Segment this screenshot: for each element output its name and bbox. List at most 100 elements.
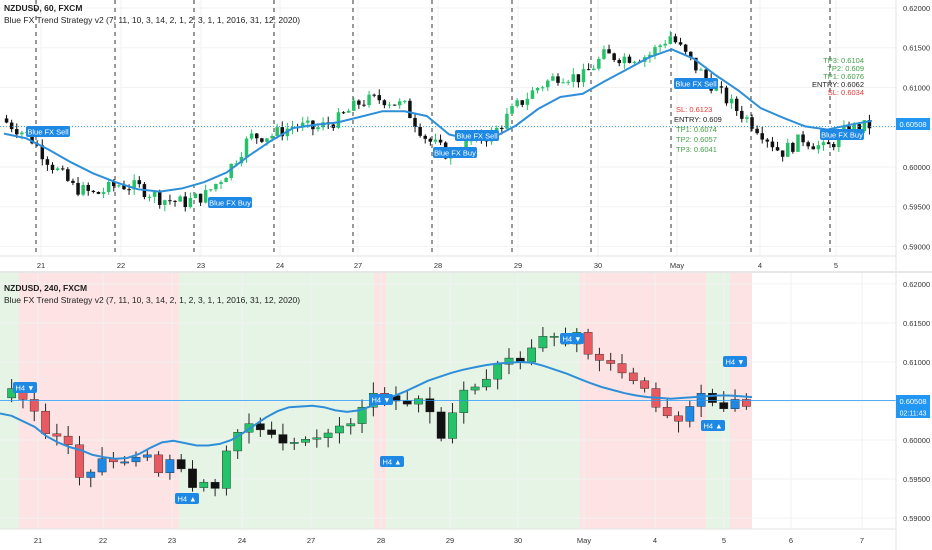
candle-body[interactable] <box>397 101 402 106</box>
candle-body[interactable] <box>382 100 387 106</box>
candle-body[interactable] <box>147 196 152 198</box>
candle-body[interactable] <box>244 138 249 157</box>
candle-body[interactable] <box>674 415 683 422</box>
candle-body[interactable] <box>538 336 548 349</box>
candle-body[interactable] <box>117 185 121 187</box>
candle-body[interactable] <box>673 36 678 43</box>
top-pane-candles[interactable] <box>4 30 872 212</box>
h4-buy-label[interactable]: H4 ▲ <box>175 493 199 504</box>
candle-body[interactable] <box>696 392 706 407</box>
candle-body[interactable] <box>20 132 24 135</box>
candle-body[interactable] <box>632 61 637 63</box>
bottom-time-axis[interactable]: 21 22 23 24 27 28 29 30 May 4 5 6 7 <box>34 536 864 545</box>
candle-body[interactable] <box>602 49 606 59</box>
candle-body[interactable] <box>699 69 703 71</box>
candle-body[interactable] <box>745 117 749 119</box>
candle-body[interactable] <box>622 56 627 64</box>
candle-body[interactable] <box>278 434 288 444</box>
candle-body[interactable] <box>132 180 136 190</box>
candle-body[interactable] <box>188 197 193 208</box>
candle-body[interactable] <box>101 192 106 194</box>
candle-body[interactable] <box>63 435 73 445</box>
candle-body[interactable] <box>831 144 836 148</box>
bottom-price-badge[interactable]: 0.60508 <box>896 395 930 407</box>
candle-body[interactable] <box>4 118 9 123</box>
candle-body[interactable] <box>520 100 524 105</box>
candle-body[interactable] <box>81 185 85 195</box>
candle-body[interactable] <box>586 69 591 71</box>
candle-body[interactable] <box>459 389 469 413</box>
candle-body[interactable] <box>423 135 427 139</box>
candle-body[interactable] <box>606 360 616 364</box>
candle-body[interactable] <box>341 112 346 114</box>
candle-body[interactable] <box>222 450 231 489</box>
candle-body[interactable] <box>678 42 683 45</box>
candle-body[interactable] <box>505 113 509 129</box>
candle-body[interactable] <box>193 193 198 198</box>
candle-body[interactable] <box>436 411 446 439</box>
candle-body[interactable] <box>413 118 417 127</box>
candle-body[interactable] <box>372 94 376 96</box>
candle-body[interactable] <box>229 163 233 178</box>
candle-body[interactable] <box>504 357 514 365</box>
candle-body[interactable] <box>464 140 468 153</box>
h4-sell-label[interactable]: H4 ▼ <box>13 382 37 393</box>
candle-body[interactable] <box>612 53 616 61</box>
candle-body[interactable] <box>530 90 535 99</box>
candle-body[interactable] <box>112 181 116 187</box>
candle-body[interactable] <box>535 87 540 91</box>
candle-body[interactable] <box>122 185 126 190</box>
candle-body[interactable] <box>152 191 157 197</box>
h4-sell-label[interactable]: H4 ▼ <box>723 356 747 367</box>
candle-body[interactable] <box>493 364 503 380</box>
candle-body[interactable] <box>392 104 397 106</box>
candle-body[interactable] <box>234 163 239 165</box>
candle-body[interactable] <box>628 372 638 381</box>
candle-body[interactable] <box>597 58 601 69</box>
top-price-badge[interactable]: 0.60508 <box>896 118 930 130</box>
candle-body[interactable] <box>209 189 213 191</box>
top-pane-symbol[interactable]: NZDUSD, 60, FXCM <box>4 3 82 13</box>
candle-body[interactable] <box>470 386 480 391</box>
candle-body[interactable] <box>275 127 279 137</box>
candle-body[interactable] <box>55 168 60 170</box>
candle-body[interactable] <box>52 433 62 437</box>
candle-body[interactable] <box>154 454 163 474</box>
candle-body[interactable] <box>786 142 790 157</box>
candle-body[interactable] <box>408 100 412 119</box>
candle-body[interactable] <box>617 363 627 374</box>
candle-body[interactable] <box>106 181 111 193</box>
candle-body[interactable] <box>96 191 101 194</box>
candle-body[interactable] <box>801 134 805 143</box>
candle-body[interactable] <box>740 110 744 119</box>
h4-buy-label[interactable]: H4 ▲ <box>701 420 725 431</box>
candle-body[interactable] <box>525 98 530 105</box>
candle-body[interactable] <box>576 74 581 83</box>
candle-body[interactable] <box>719 402 729 410</box>
candle-body[interactable] <box>546 80 550 88</box>
candle-body[interactable] <box>183 196 188 208</box>
candle-body[interactable] <box>551 76 555 81</box>
candle-body[interactable] <box>280 127 285 137</box>
candle-body[interactable] <box>120 461 130 464</box>
candle-body[interactable] <box>425 398 435 413</box>
candle-body[interactable] <box>791 142 795 152</box>
candle-body[interactable] <box>387 104 392 106</box>
candle-body[interactable] <box>357 100 361 105</box>
top-pane-indicator-name[interactable]: Blue FX Trend Strategy v2 (7, 11, 10, 3,… <box>4 15 300 25</box>
candle-body[interactable] <box>178 196 182 202</box>
top-time-axis[interactable]: 21 22 23 24 27 28 29 30 May 4 5 <box>37 261 838 270</box>
candle-body[interactable] <box>821 142 826 146</box>
candle-body[interactable] <box>862 120 867 132</box>
candle-body[interactable] <box>346 110 351 113</box>
candle-body[interactable] <box>203 190 208 203</box>
bottom-pane-indicator-name[interactable]: Blue FX Trend Strategy v2 (7, 11, 10, 3,… <box>4 295 300 305</box>
candle-body[interactable] <box>770 141 775 148</box>
candle-body[interactable] <box>75 444 84 478</box>
candle-body[interactable] <box>312 437 322 440</box>
h4-buy-label[interactable]: H4 ▲ <box>380 456 404 467</box>
sell-signal-label[interactable]: Blue FX Sell <box>26 126 70 137</box>
candle-body[interactable] <box>826 142 831 145</box>
candle-body[interactable] <box>583 332 593 355</box>
candle-body[interactable] <box>219 182 223 184</box>
